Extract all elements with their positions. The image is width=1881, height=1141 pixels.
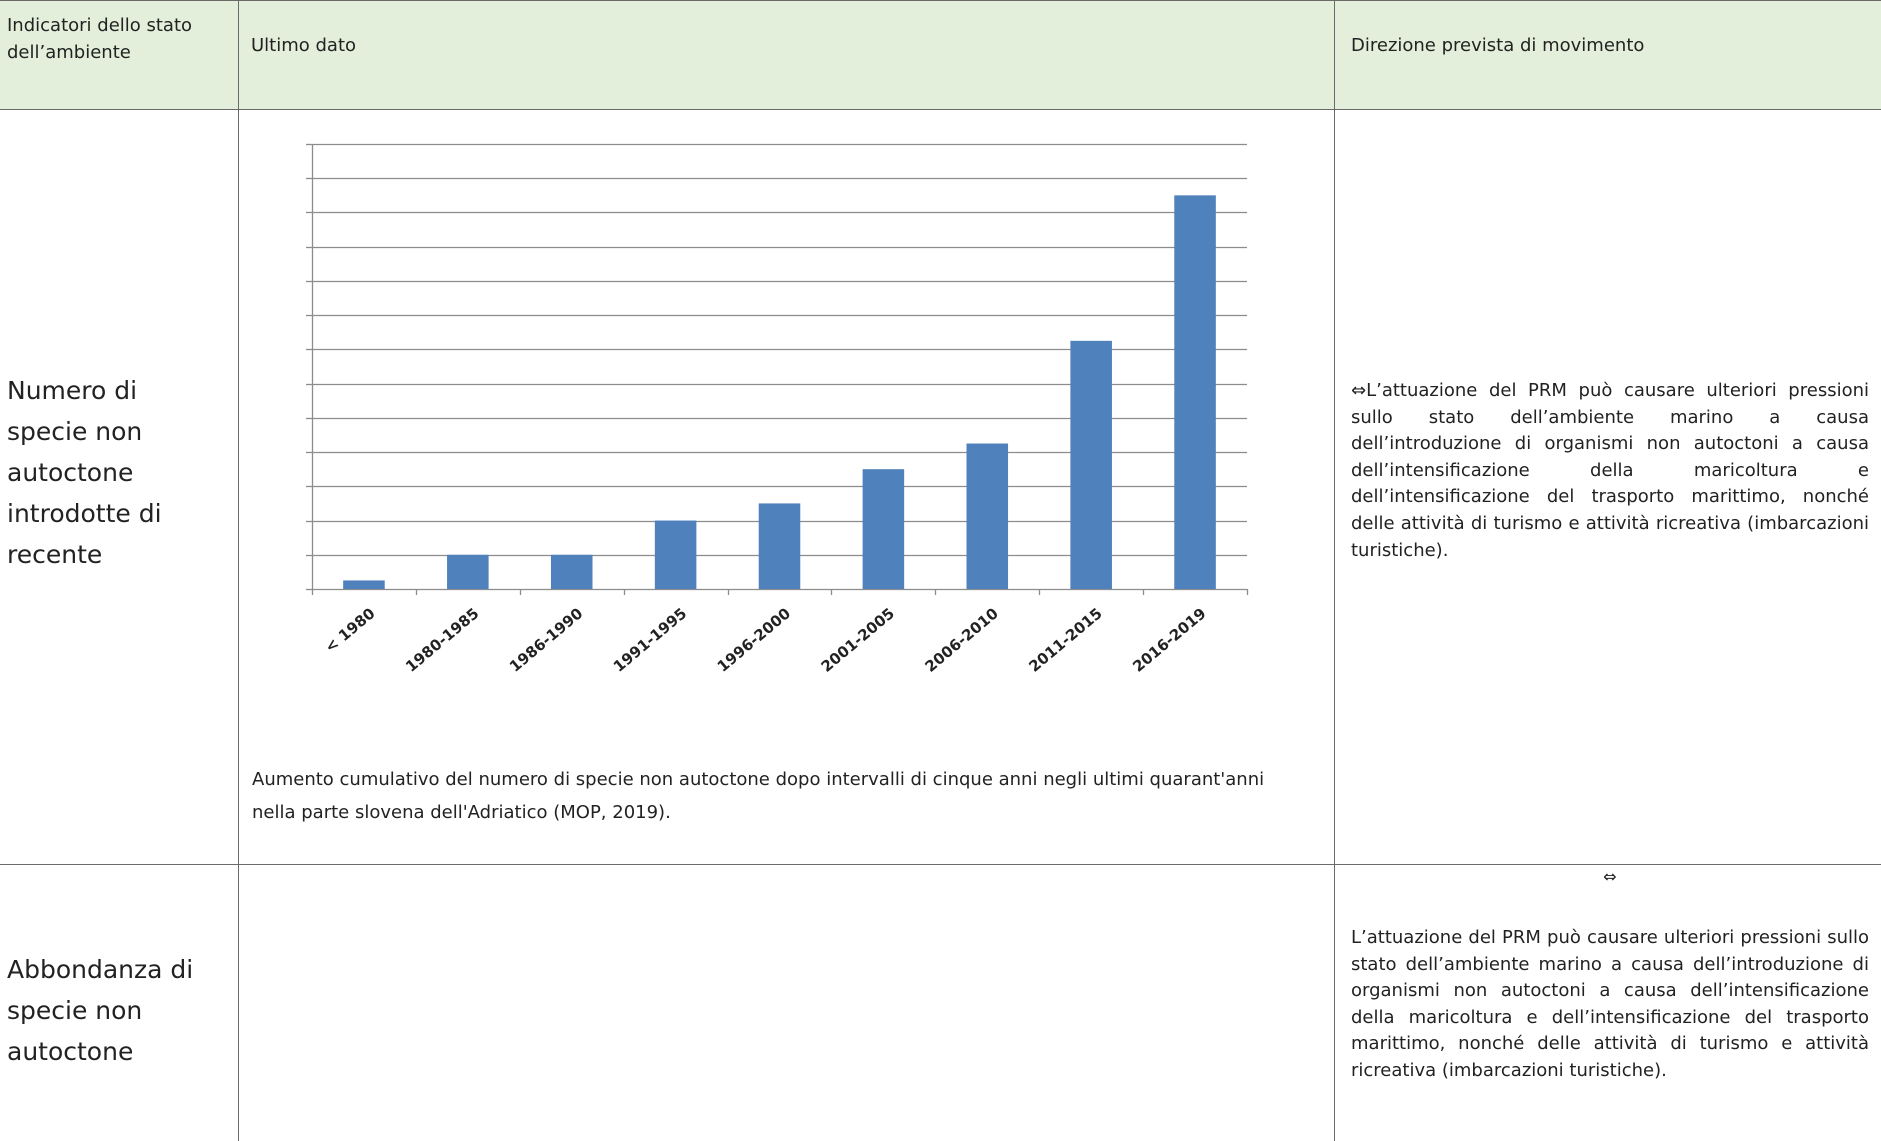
x-tick-label: 2001-2005 — [818, 604, 898, 675]
header-cell-latest-data: Ultimo dato — [239, 0, 1334, 109]
direction-arrow-icon: ⇔ — [1351, 380, 1367, 401]
bar — [447, 554, 489, 589]
direction-arrow-icon: ⇔ — [1603, 867, 1617, 886]
bar — [966, 443, 1009, 589]
row1-direction: ⇔L’attuazione del PRM può causare ulteri… — [1351, 378, 1869, 564]
header-direction: Direzione prevista di movimento — [1351, 35, 1645, 56]
column-divider-2 — [1334, 0, 1335, 1141]
x-tick-label: 1980-1985 — [402, 604, 482, 675]
row2-indicator: Abbondanza di specie non autoctone — [7, 955, 194, 1066]
row1-direction-text: L’attuazione del PRM può causare ulterio… — [1351, 380, 1869, 561]
bar — [550, 554, 593, 589]
x-tick-label: 2016-2019 — [1129, 604, 1209, 675]
row2-direction: L’attuazione del PRM può causare ulterio… — [1351, 927, 1869, 1081]
row1-indicator: Numero di specie non autoctone introdott… — [7, 376, 162, 569]
header-divider — [0, 109, 1881, 110]
bar-chart: < 1980 1980-1985 1986-1990 1991-1995 1996-20… — [306, 143, 1249, 676]
x-tick-label: 1996-2000 — [714, 604, 794, 675]
x-tick-label: 2011-2015 — [1025, 604, 1105, 675]
x-tick-label: < 1980 — [321, 604, 378, 656]
header-cell-indicators: Indicatori dello stato dell’ambiente — [0, 0, 238, 109]
table-border-top — [0, 0, 1881, 1]
column-divider-1 — [238, 0, 239, 1141]
x-tick-label: 2006-2010 — [922, 604, 1002, 675]
bar — [654, 520, 697, 589]
chart-caption: Aumento cumulativo del numero di specie … — [252, 769, 1265, 823]
bar — [758, 503, 801, 589]
bar — [1174, 195, 1216, 589]
header-latest-data: Ultimo dato — [251, 35, 357, 56]
bar — [343, 580, 385, 589]
row-divider — [0, 864, 1881, 865]
chart: < 1980 1980-1985 1986-1990 1991-1995 1996-20… — [252, 112, 1322, 772]
header-cell-direction: Direzione prevista di movimento — [1335, 0, 1881, 109]
x-tick-label: 1986-1990 — [506, 604, 586, 675]
bar — [1070, 340, 1112, 589]
bar — [862, 469, 905, 589]
header-indicators: Indicatori dello stato dell’ambiente — [7, 15, 193, 63]
x-tick-label: 1991-1995 — [610, 604, 690, 675]
